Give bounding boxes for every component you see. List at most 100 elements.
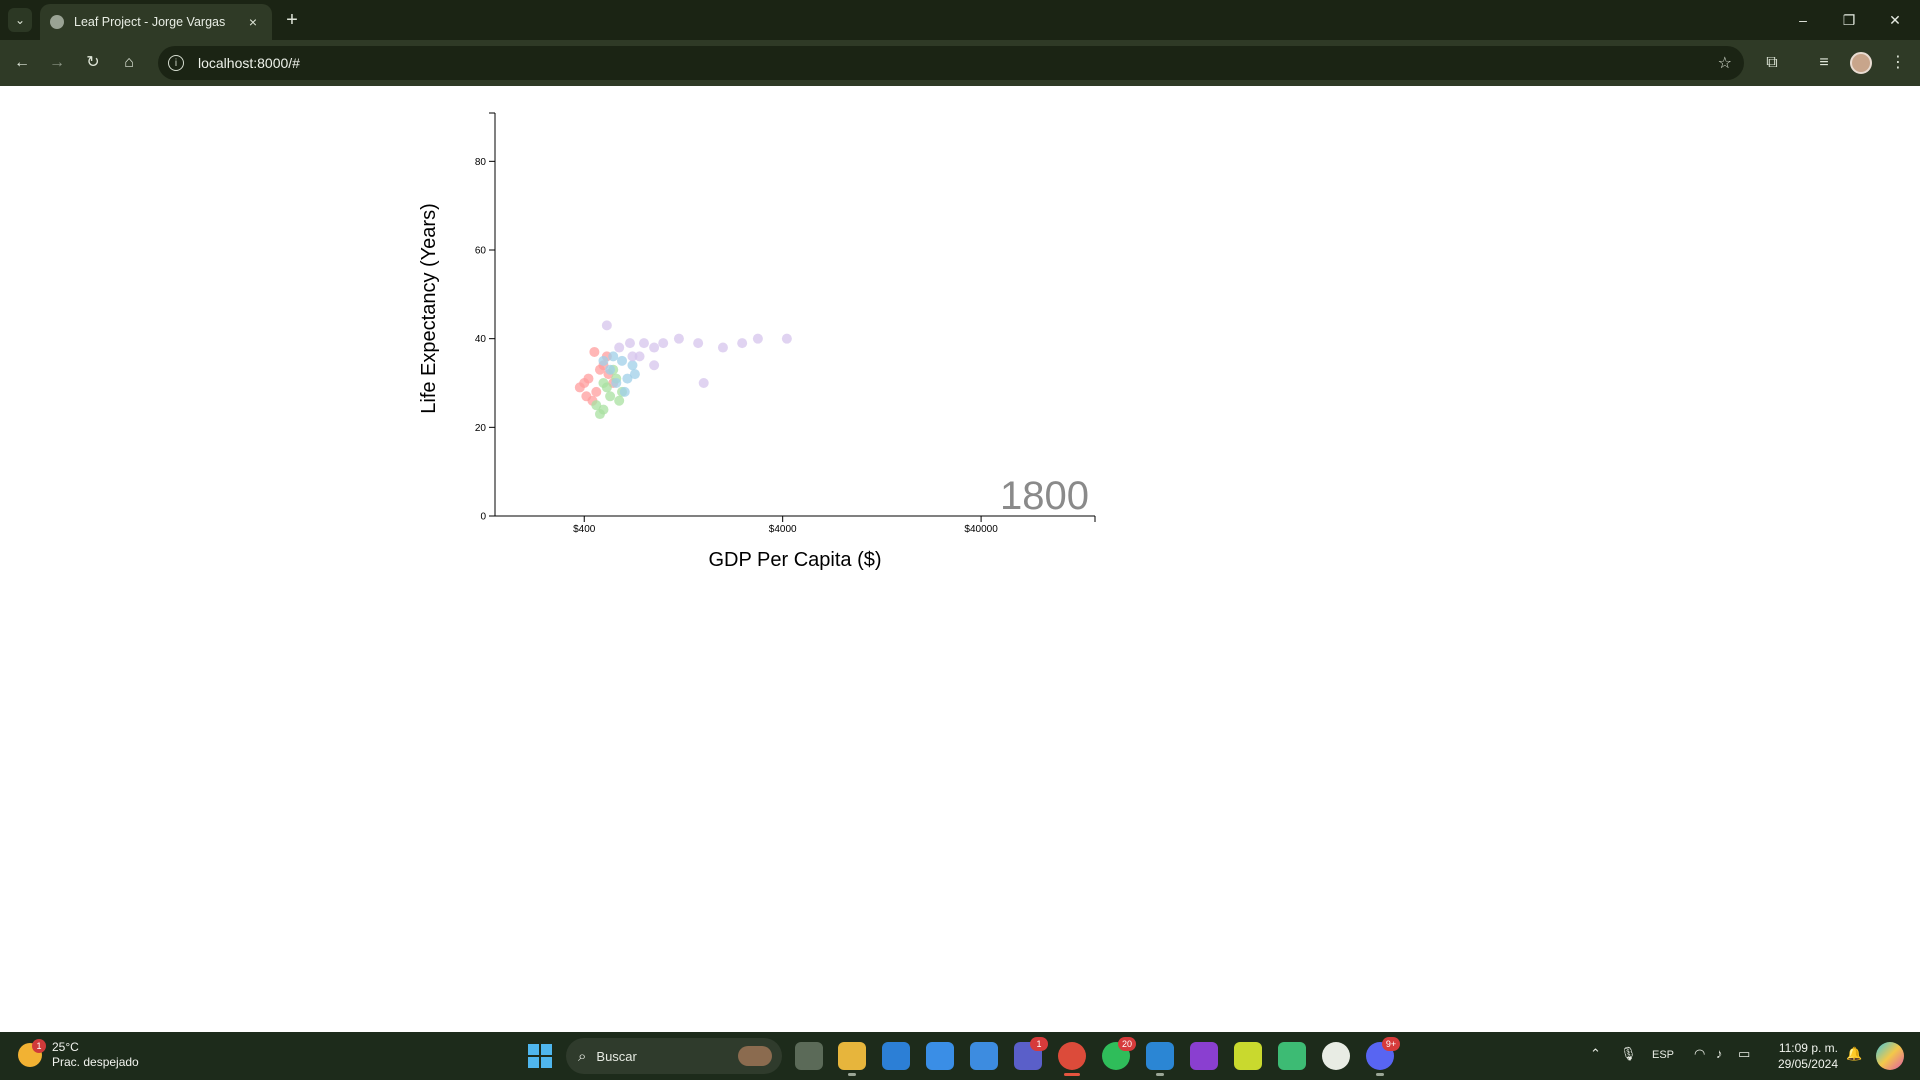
new-tab-button[interactable]: +	[286, 9, 298, 31]
weather-temp: 25°C	[52, 1040, 79, 1054]
copilot-icon[interactable]	[1876, 1042, 1904, 1070]
data-point	[624, 338, 635, 349]
forward-icon[interactable]: →	[49, 54, 65, 71]
data-point	[591, 400, 602, 411]
system-clock[interactable]: 11:09 p. m. 29/05/2024	[1774, 1040, 1838, 1072]
close-window-button[interactable]: ✕	[1889, 12, 1901, 28]
show-hidden-icons-icon[interactable]: ⌃	[1590, 1046, 1601, 1061]
data-point	[581, 391, 592, 402]
windows-start-icon[interactable]	[528, 1044, 552, 1068]
reload-icon[interactable]: ↻	[86, 54, 100, 71]
data-point	[629, 369, 640, 380]
weather-badge: 1	[32, 1039, 46, 1053]
data-point	[649, 342, 660, 353]
address-bar[interactable]: i localhost:8000/# ☆	[158, 46, 1744, 80]
data-point	[614, 342, 625, 353]
search-icon: ⌕	[578, 1047, 587, 1065]
data-point	[617, 355, 628, 366]
task-view-icon[interactable]	[795, 1042, 823, 1070]
discord-icon[interactable]: 9+	[1366, 1037, 1400, 1076]
data-point	[614, 395, 625, 406]
mail-icon[interactable]	[882, 1042, 910, 1070]
globe-icon	[50, 15, 64, 29]
tab-title: Leaf Project - Jorge Vargas	[74, 15, 226, 29]
vscode-icon[interactable]	[1146, 1042, 1174, 1076]
clock-time: 11:09 p. m.	[1778, 1041, 1838, 1055]
data-point	[649, 360, 660, 371]
back-icon[interactable]: ←	[14, 54, 30, 71]
tab-close-icon[interactable]: ×	[248, 14, 258, 30]
tab-search-icon[interactable]: ≡	[1819, 54, 1829, 71]
tab-list-dropdown-icon[interactable]: ⌄	[8, 8, 32, 32]
taskbar-search[interactable]: ⌕ Buscar	[566, 1038, 782, 1074]
data-point	[658, 338, 669, 349]
language-indicator[interactable]: ESP	[1652, 1049, 1675, 1061]
home-icon[interactable]: ⌂	[124, 54, 134, 71]
url-text: localhost:8000/#	[198, 55, 300, 71]
x-axis-ticks: $400 $4000 $40000	[573, 516, 998, 535]
browser-tab-strip: ⌄ Leaf Project - Jorge Vargas × + – ❐ ✕	[0, 0, 1920, 40]
minimize-button[interactable]: –	[1799, 12, 1807, 28]
data-point	[598, 378, 609, 388]
data-point	[611, 378, 622, 388]
data-point	[589, 346, 600, 357]
data-point	[752, 333, 763, 344]
teams-icon[interactable]: 1	[1014, 1037, 1048, 1070]
bookmark-star-icon[interactable]: ☆	[1717, 55, 1732, 72]
x-tick-label: $40000	[964, 524, 998, 535]
weather-sun-icon: 1	[18, 1039, 46, 1067]
volume-icon[interactable]: ♪	[1716, 1046, 1723, 1061]
battery-icon[interactable]: ▭	[1738, 1046, 1751, 1061]
data-point	[781, 333, 792, 344]
site-info-icon[interactable]: i	[168, 55, 184, 71]
whatsapp-icon[interactable]: 20	[1102, 1037, 1136, 1070]
y-tick-label: 60	[475, 246, 487, 257]
data-point	[627, 360, 638, 371]
x-tick-label: $400	[573, 524, 596, 535]
y-axis-label: Life Expectancy (Years)	[418, 203, 440, 413]
data-point	[627, 351, 638, 362]
intellij-icon[interactable]	[1190, 1042, 1218, 1070]
y-tick-label: 0	[480, 512, 486, 523]
browser-tab-active[interactable]: Leaf Project - Jorge Vargas ×	[40, 4, 272, 40]
data-point	[598, 355, 609, 366]
todo-icon[interactable]	[970, 1042, 998, 1070]
windows-taskbar: 1 25°C Prac. despejado ⌕ Buscar 1 20 9+ …	[0, 1032, 1920, 1080]
profile-avatar[interactable]	[1850, 52, 1872, 74]
file-explorer-icon[interactable]	[838, 1042, 866, 1076]
data-point	[693, 338, 704, 349]
notifications-bell-icon[interactable]: 🔔	[1846, 1046, 1863, 1061]
teams-badge: 1	[1030, 1037, 1048, 1051]
data-point	[579, 378, 590, 388]
data-point	[737, 338, 748, 349]
data-point	[594, 409, 605, 420]
data-point	[698, 378, 709, 388]
github-icon[interactable]	[1322, 1042, 1350, 1070]
clion-icon[interactable]	[1278, 1042, 1306, 1070]
data-point	[605, 391, 616, 402]
x-tick-label: $4000	[769, 524, 797, 535]
y-axis-ticks: 0 20 40 60 80	[475, 157, 495, 523]
weather-desc: Prac. despejado	[52, 1055, 139, 1069]
maximize-button[interactable]: ❐	[1842, 12, 1856, 28]
whatsapp-badge: 20	[1118, 1037, 1136, 1051]
search-label: Buscar	[596, 1048, 637, 1064]
y-tick-label: 80	[475, 157, 487, 168]
search-highlight-icon	[738, 1046, 772, 1066]
data-point	[634, 351, 645, 362]
gapminder-chart: 0 20 40 60 80 $400 $4000 $40000 Life Expectanc…	[418, 112, 1096, 571]
wifi-icon[interactable]: ◠	[1694, 1046, 1706, 1061]
menu-icon[interactable]: ⋮	[1890, 54, 1906, 71]
y-tick-label: 20	[475, 423, 487, 434]
pycharm-icon[interactable]	[1234, 1042, 1262, 1070]
data-point	[619, 386, 630, 397]
microphone-icon[interactable]: 🎙	[1620, 1046, 1637, 1061]
y-tick-label: 40	[475, 334, 487, 345]
extensions-icon[interactable]: ⧉	[1766, 54, 1778, 71]
chrome-icon[interactable]	[1058, 1042, 1086, 1076]
data-point	[717, 342, 728, 353]
weather-widget[interactable]: 1 25°C Prac. despejado	[18, 1039, 139, 1070]
calendar-icon[interactable]	[926, 1042, 954, 1070]
data-point	[638, 338, 649, 349]
data-point	[608, 351, 619, 362]
